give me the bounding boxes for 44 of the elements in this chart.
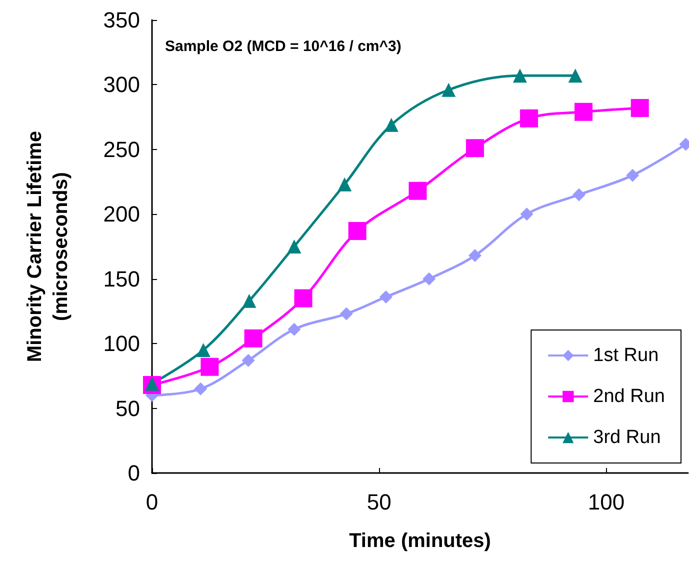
point (572, 188, 586, 202)
point (287, 240, 302, 254)
point (512, 68, 527, 83)
legend-label: 3rd Run (593, 427, 661, 448)
point (242, 354, 255, 367)
x-tick-label: 0 (146, 490, 158, 514)
y-tick-label: 100 (103, 331, 140, 356)
point (242, 294, 256, 308)
legend-label: 2nd Run (593, 386, 666, 407)
y-tick-label: 0 (128, 460, 140, 486)
y-tick-label: 300 (103, 72, 140, 98)
point (348, 222, 366, 240)
point (568, 68, 582, 83)
point (520, 208, 534, 221)
point (422, 272, 436, 286)
y-tick-label: 150 (103, 266, 140, 292)
point (379, 290, 392, 304)
point (520, 109, 538, 128)
point (196, 343, 210, 358)
point (442, 82, 456, 97)
legend-label: 1st Run (593, 345, 659, 366)
y-tick-label: 50 (116, 396, 140, 421)
x-axis-title: Time (minutes) (349, 530, 491, 552)
point (384, 118, 398, 132)
y-tick-label: 200 (103, 202, 140, 227)
point (288, 322, 301, 336)
point (466, 139, 484, 158)
x-tick-label: 50 (366, 490, 392, 514)
y-tick-label: 250 (103, 136, 140, 162)
y-axis-title: Minority Carrier Lifetime (microseconds) (24, 130, 72, 362)
point (408, 182, 427, 200)
point (626, 168, 640, 182)
point (468, 249, 482, 262)
point (630, 99, 649, 118)
point (340, 307, 353, 320)
point (294, 289, 312, 308)
point (574, 102, 593, 121)
point (194, 382, 208, 396)
point (338, 177, 352, 192)
point (244, 329, 262, 348)
x-tick-label: 100 (588, 490, 625, 514)
point (200, 358, 219, 376)
annotation: Sample O2 (MCD = 10^16 / cm^3) (165, 38, 402, 55)
y-tick-label: 350 (103, 8, 140, 32)
